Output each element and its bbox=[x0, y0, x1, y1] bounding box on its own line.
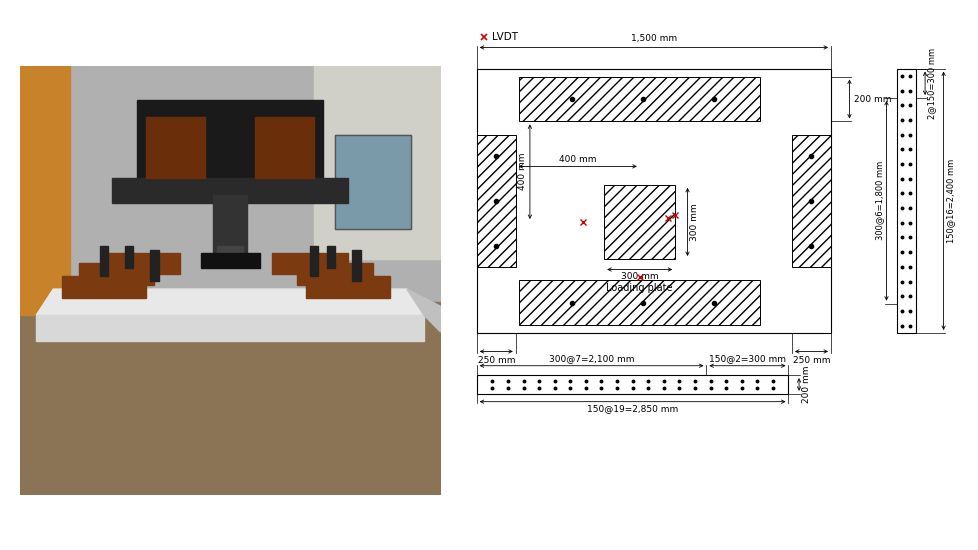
Bar bbox=[200, 252, 259, 268]
Bar bbox=[78, 263, 155, 285]
Text: LVDT: LVDT bbox=[491, 32, 517, 42]
Bar bbox=[334, 135, 411, 229]
Polygon shape bbox=[36, 315, 423, 340]
Text: 200 mm: 200 mm bbox=[853, 95, 890, 103]
Bar bbox=[476, 375, 787, 394]
Text: 150@19=2,850 mm: 150@19=2,850 mm bbox=[587, 404, 678, 413]
Bar bbox=[352, 250, 360, 280]
Bar bbox=[518, 280, 759, 325]
Text: 250 mm: 250 mm bbox=[792, 356, 829, 365]
Bar bbox=[255, 118, 314, 178]
Bar bbox=[272, 252, 347, 274]
Text: 1,500 mm: 1,500 mm bbox=[630, 34, 676, 43]
Bar bbox=[20, 302, 440, 495]
Bar bbox=[104, 252, 179, 274]
Bar bbox=[125, 246, 133, 268]
Bar bbox=[137, 100, 323, 186]
Bar bbox=[314, 66, 440, 259]
Bar bbox=[213, 195, 246, 255]
Text: 400 mm: 400 mm bbox=[558, 155, 596, 164]
Bar bbox=[217, 246, 243, 263]
Text: 200 mm: 200 mm bbox=[801, 366, 810, 403]
Polygon shape bbox=[407, 289, 440, 332]
Bar bbox=[146, 118, 204, 178]
Bar bbox=[305, 276, 389, 298]
Bar bbox=[476, 69, 830, 333]
Bar bbox=[310, 246, 318, 276]
Text: 400 mm: 400 mm bbox=[517, 153, 527, 190]
Text: 300 mm: 300 mm bbox=[689, 203, 698, 241]
Bar bbox=[791, 135, 830, 267]
Bar bbox=[603, 185, 675, 259]
Bar bbox=[327, 246, 334, 268]
Text: 300 mm: 300 mm bbox=[620, 272, 658, 281]
Text: 300@7=2,100 mm: 300@7=2,100 mm bbox=[549, 354, 634, 363]
Text: 250 mm: 250 mm bbox=[477, 356, 514, 365]
Polygon shape bbox=[36, 289, 423, 315]
Bar bbox=[100, 246, 108, 276]
Text: Loading plate: Loading plate bbox=[605, 283, 672, 293]
Text: 2@150=300 mm: 2@150=300 mm bbox=[926, 48, 935, 119]
Bar bbox=[20, 66, 70, 315]
Bar bbox=[20, 66, 440, 302]
Bar bbox=[112, 178, 347, 204]
Text: 150@2=300 mm: 150@2=300 mm bbox=[708, 354, 785, 363]
Bar bbox=[297, 263, 373, 285]
Bar bbox=[896, 69, 914, 333]
Text: 300@6=1,800 mm: 300@6=1,800 mm bbox=[874, 161, 883, 240]
Text: 150@16=2,400 mm: 150@16=2,400 mm bbox=[945, 158, 954, 243]
Bar bbox=[150, 250, 158, 280]
Bar bbox=[62, 276, 146, 298]
Bar bbox=[334, 135, 411, 229]
Bar bbox=[476, 135, 515, 267]
Bar bbox=[518, 76, 759, 122]
